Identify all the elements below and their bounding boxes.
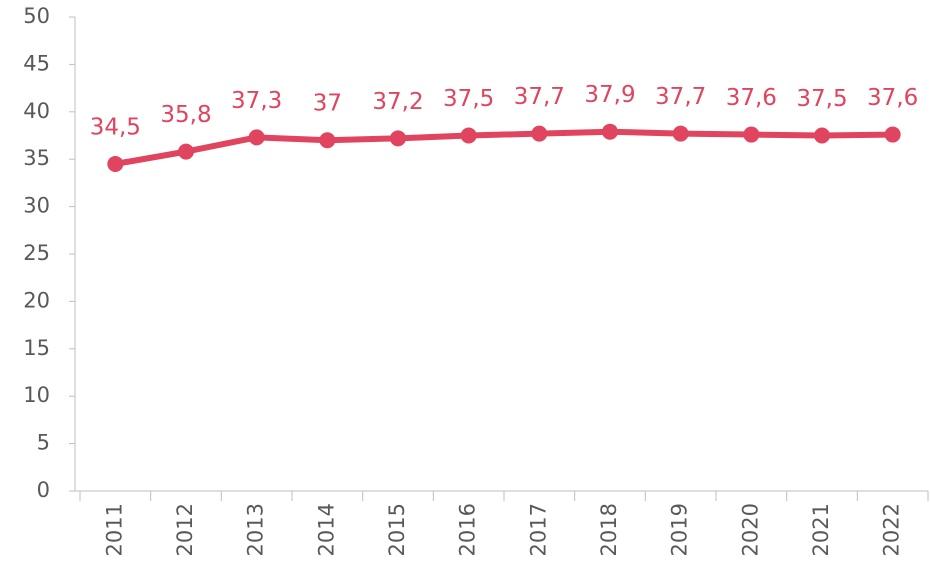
data-label: 37,6 bbox=[867, 85, 918, 111]
point bbox=[319, 132, 336, 149]
y-tick-label: 50 bbox=[23, 4, 50, 28]
point bbox=[531, 125, 548, 142]
x-tick-label: 2016 bbox=[456, 503, 480, 556]
point bbox=[672, 125, 689, 142]
point bbox=[107, 155, 124, 172]
x-tick-label: 2014 bbox=[314, 503, 338, 556]
y-tick-label: 40 bbox=[23, 99, 50, 123]
y-tick-label: 5 bbox=[37, 431, 50, 455]
data-label: 37,5 bbox=[796, 86, 847, 112]
y-tick-label: 30 bbox=[23, 194, 50, 218]
y-tick-label: 15 bbox=[23, 336, 50, 360]
data-label: 37,5 bbox=[443, 86, 494, 112]
y-tick-label: 35 bbox=[23, 146, 50, 170]
point bbox=[884, 126, 901, 143]
x-tick-label: 2012 bbox=[173, 503, 197, 556]
data-label: 37,2 bbox=[372, 89, 423, 115]
data-label: 37,3 bbox=[231, 88, 282, 114]
data-label: 37,7 bbox=[514, 84, 565, 110]
x-tick-label: 2019 bbox=[668, 503, 692, 556]
x-tick-label: 2013 bbox=[244, 503, 268, 556]
x-tick-label: 2017 bbox=[526, 503, 550, 556]
y-tick-label: 25 bbox=[23, 241, 50, 265]
y-tick-label: 20 bbox=[23, 288, 50, 312]
x-tick-label: 2021 bbox=[809, 503, 833, 556]
x-tick-label: 2018 bbox=[597, 503, 621, 556]
data-label: 34,5 bbox=[90, 114, 141, 140]
data-label: 37,9 bbox=[584, 82, 635, 108]
x-tick-label: 2022 bbox=[880, 503, 904, 556]
data-label: 37 bbox=[313, 91, 342, 117]
point bbox=[178, 143, 194, 160]
data-label: 35,8 bbox=[160, 102, 211, 128]
x-tick-label: 2015 bbox=[385, 503, 409, 556]
x-tick-label: 2011 bbox=[102, 503, 126, 556]
point bbox=[743, 126, 760, 143]
data-label: 37,7 bbox=[655, 84, 706, 110]
point bbox=[814, 127, 830, 144]
y-tick-label: 10 bbox=[23, 383, 50, 407]
y-tick-label: 0 bbox=[37, 478, 50, 502]
x-tick-label: 2020 bbox=[738, 503, 762, 556]
point bbox=[248, 129, 265, 146]
data-label: 37,6 bbox=[726, 85, 777, 111]
series-line bbox=[114, 128, 893, 167]
point bbox=[602, 123, 618, 140]
point bbox=[460, 127, 477, 144]
y-tick-label: 45 bbox=[23, 51, 50, 75]
point bbox=[390, 130, 406, 147]
